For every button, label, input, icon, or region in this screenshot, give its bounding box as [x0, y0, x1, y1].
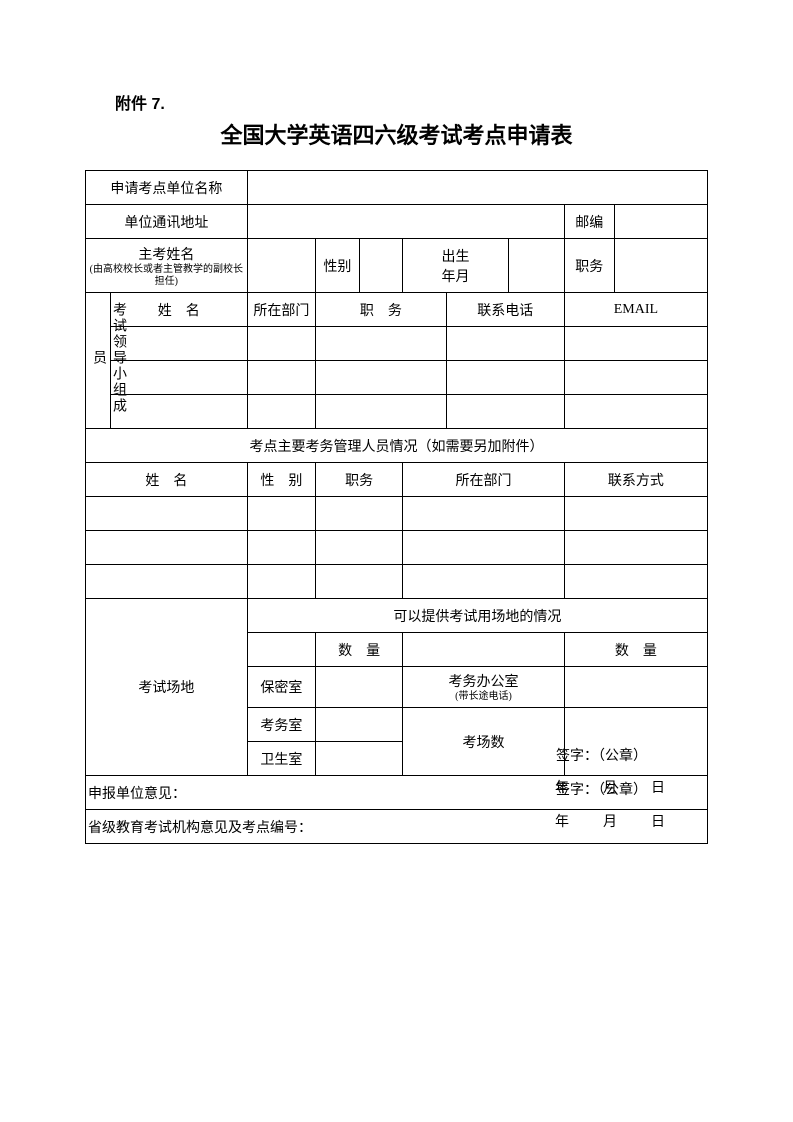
group-row-dept[interactable]: [247, 361, 315, 395]
group-row-position[interactable]: [316, 327, 447, 361]
col-dept: 所在部门: [247, 293, 315, 327]
venue-section-header: 可以提供考试用场地的情况: [247, 599, 707, 633]
staff-contact-label: 联系方式: [564, 463, 707, 497]
staff-section-header: 考点主要考务管理人员情况（如需要另加附件）: [86, 429, 708, 463]
staff-row-dept[interactable]: [403, 531, 565, 565]
position-label: 职务: [564, 239, 614, 293]
staff-dept-label: 所在部门: [403, 463, 565, 497]
birth-label: 出生 年月: [403, 239, 509, 293]
group-row-name[interactable]: [110, 327, 247, 361]
staff-row-position[interactable]: [316, 497, 403, 531]
staff-row-position[interactable]: [316, 531, 403, 565]
staff-gender-label: 性 别: [247, 463, 315, 497]
room-count-label: 考场数: [403, 708, 565, 776]
group-row-name[interactable]: [110, 361, 247, 395]
staff-row-dept[interactable]: [403, 497, 565, 531]
col-position: 职 务: [316, 293, 447, 327]
staff-row-gender[interactable]: [247, 531, 315, 565]
position-value[interactable]: [614, 239, 707, 293]
date-2: 年 月 日: [555, 811, 667, 831]
postcode-value[interactable]: [614, 205, 707, 239]
opinion-2-block[interactable]: 省级教育考试机构意见及考点编号： 签字：（公章） 年 月 日: [86, 810, 708, 844]
gender-label: 性别: [316, 239, 360, 293]
room-count-qty[interactable]: [564, 708, 707, 776]
staff-position-label: 职务: [316, 463, 403, 497]
group-header-text: 考试领导小组成员: [88, 295, 128, 422]
birth-value[interactable]: [508, 239, 564, 293]
application-form: 申请考点单位名称 单位通讯地址 邮编 主考姓名 (由高校校长或者主管教学的副校长…: [85, 170, 708, 844]
staff-row-name[interactable]: [86, 531, 248, 565]
staff-row-gender[interactable]: [247, 565, 315, 599]
staff-row-contact[interactable]: [564, 531, 707, 565]
group-row-position[interactable]: [316, 395, 447, 429]
unit-name-label: 申请考点单位名称: [86, 171, 248, 205]
room-office-text: 考务办公室: [449, 675, 519, 690]
group-row-phone[interactable]: [446, 327, 564, 361]
attachment-label: 附件 7.: [115, 90, 708, 114]
room-secret-label: 保密室: [247, 667, 315, 708]
address-label: 单位通讯地址: [86, 205, 248, 239]
form-title: 全国大学英语四六级考试考点申请表: [85, 118, 708, 150]
group-row-email[interactable]: [564, 327, 707, 361]
examiner-name-note: (由高校校长或者主管教学的副校长担任): [88, 264, 245, 288]
signature-2: 签字：（公章）: [556, 779, 647, 799]
col-name: 姓 名: [110, 293, 247, 327]
staff-row-contact[interactable]: [564, 497, 707, 531]
room-secret-qty[interactable]: [316, 667, 403, 708]
staff-row-dept[interactable]: [403, 565, 565, 599]
staff-name-label: 姓 名: [86, 463, 248, 497]
room-office-qty[interactable]: [564, 667, 707, 708]
group-row-name[interactable]: [110, 395, 247, 429]
signature-1: 签字：（公章）: [556, 745, 647, 765]
room-affairs-label: 考务室: [247, 708, 315, 742]
birth-label-2: 年月: [442, 270, 470, 285]
birth-label-1: 出生: [442, 250, 470, 265]
gender-value[interactable]: [359, 239, 403, 293]
group-row-email[interactable]: [564, 361, 707, 395]
qty-label-1: 数 量: [316, 633, 403, 667]
examiner-name-label: 主考姓名 (由高校校长或者主管教学的副校长担任): [86, 239, 248, 293]
postcode-label: 邮编: [564, 205, 614, 239]
staff-row-contact[interactable]: [564, 565, 707, 599]
room-health-label: 卫生室: [247, 742, 315, 776]
staff-row-name[interactable]: [86, 497, 248, 531]
unit-name-value[interactable]: [247, 171, 707, 205]
venue-col-2: [403, 633, 565, 667]
examiner-name-value[interactable]: [247, 239, 315, 293]
venue-label: 考试场地: [86, 599, 248, 776]
qty-label-2: 数 量: [564, 633, 707, 667]
staff-row-name[interactable]: [86, 565, 248, 599]
group-row-dept[interactable]: [247, 395, 315, 429]
col-phone: 联系电话: [446, 293, 564, 327]
room-office-note: (带长途电话): [405, 691, 562, 703]
address-value[interactable]: [247, 205, 564, 239]
group-row-position[interactable]: [316, 361, 447, 395]
group-header: 考试领导小组成员: [86, 293, 111, 429]
group-row-phone[interactable]: [446, 361, 564, 395]
col-email: EMAIL: [564, 293, 707, 327]
room-affairs-qty[interactable]: [316, 708, 403, 742]
staff-row-gender[interactable]: [247, 497, 315, 531]
examiner-name-text: 主考姓名: [138, 248, 194, 263]
venue-col-1: [247, 633, 315, 667]
room-office-label: 考务办公室 (带长途电话): [403, 667, 565, 708]
group-row-email[interactable]: [564, 395, 707, 429]
room-health-qty[interactable]: [316, 742, 403, 776]
group-row-phone[interactable]: [446, 395, 564, 429]
staff-row-position[interactable]: [316, 565, 403, 599]
group-row-dept[interactable]: [247, 327, 315, 361]
